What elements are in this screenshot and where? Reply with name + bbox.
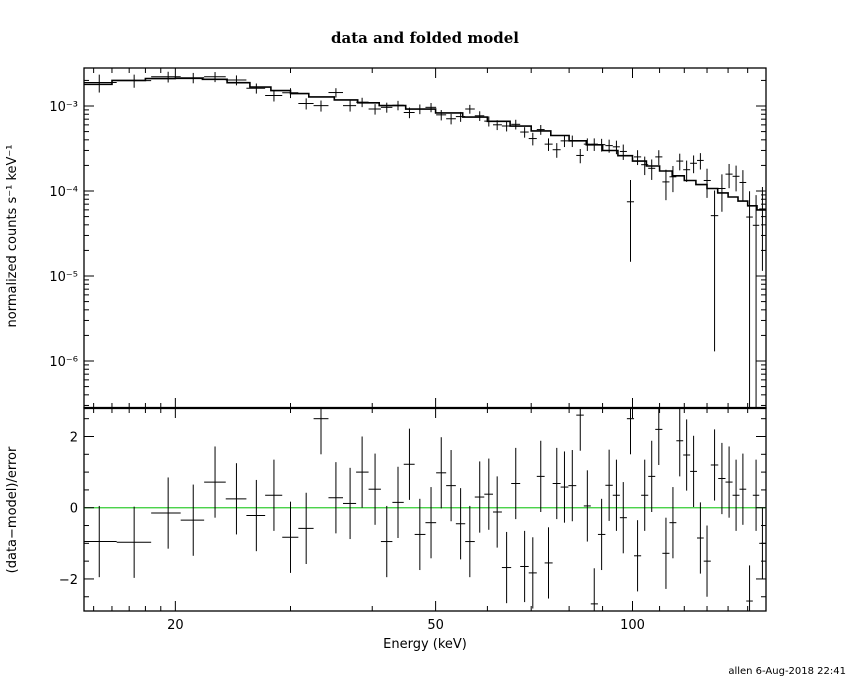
residuals-y-tick-label: 2 (70, 430, 78, 445)
spectrum-y-axis-label: normalized counts s⁻¹ keV⁻¹ (5, 145, 20, 328)
x-tick-label: 50 (427, 618, 444, 633)
spectrum-y-tick-label: 10⁻⁵ (49, 270, 78, 285)
chart-title: data and folded model (331, 29, 519, 47)
spectrum-y-tick-label: 10⁻⁴ (49, 185, 78, 200)
spectrum-y-tick-label: 10⁻⁶ (49, 355, 78, 370)
spectrum-ticks: 10⁻³ 10⁻⁴ 10⁻⁵ 10⁻⁶ (49, 68, 767, 408)
residuals-frame (83, 407, 767, 612)
spectrum-frame (83, 67, 767, 409)
folded-model-line (84, 77, 766, 211)
x-tick-label: 100 (620, 618, 645, 633)
residuals-y-axis-label: (data−model)/error (5, 446, 20, 573)
x-tick-label: 20 (167, 618, 184, 633)
spectrum-data-points (84, 71, 766, 408)
x-axis-label: Energy (keV) (383, 637, 467, 652)
residuals-y-tick-label: 0 (70, 502, 78, 517)
residuals-panel: 20−220 50 100 (data−model)/error Energy (k… (5, 407, 767, 652)
spectrum-y-tick-label: 10⁻³ (49, 100, 78, 115)
residuals-y-tick-label: −2 (59, 573, 78, 588)
footer-timestamp: allen 6-Aug-2018 22:41 (728, 666, 846, 677)
spectrum-panel: 10⁻³ 10⁻⁴ 10⁻⁵ 10⁻⁶ normalized counts s⁻¹ k… (5, 67, 767, 409)
residuals-ticks: 20−220 50 100 (59, 408, 767, 633)
residual-data-points (84, 408, 766, 611)
